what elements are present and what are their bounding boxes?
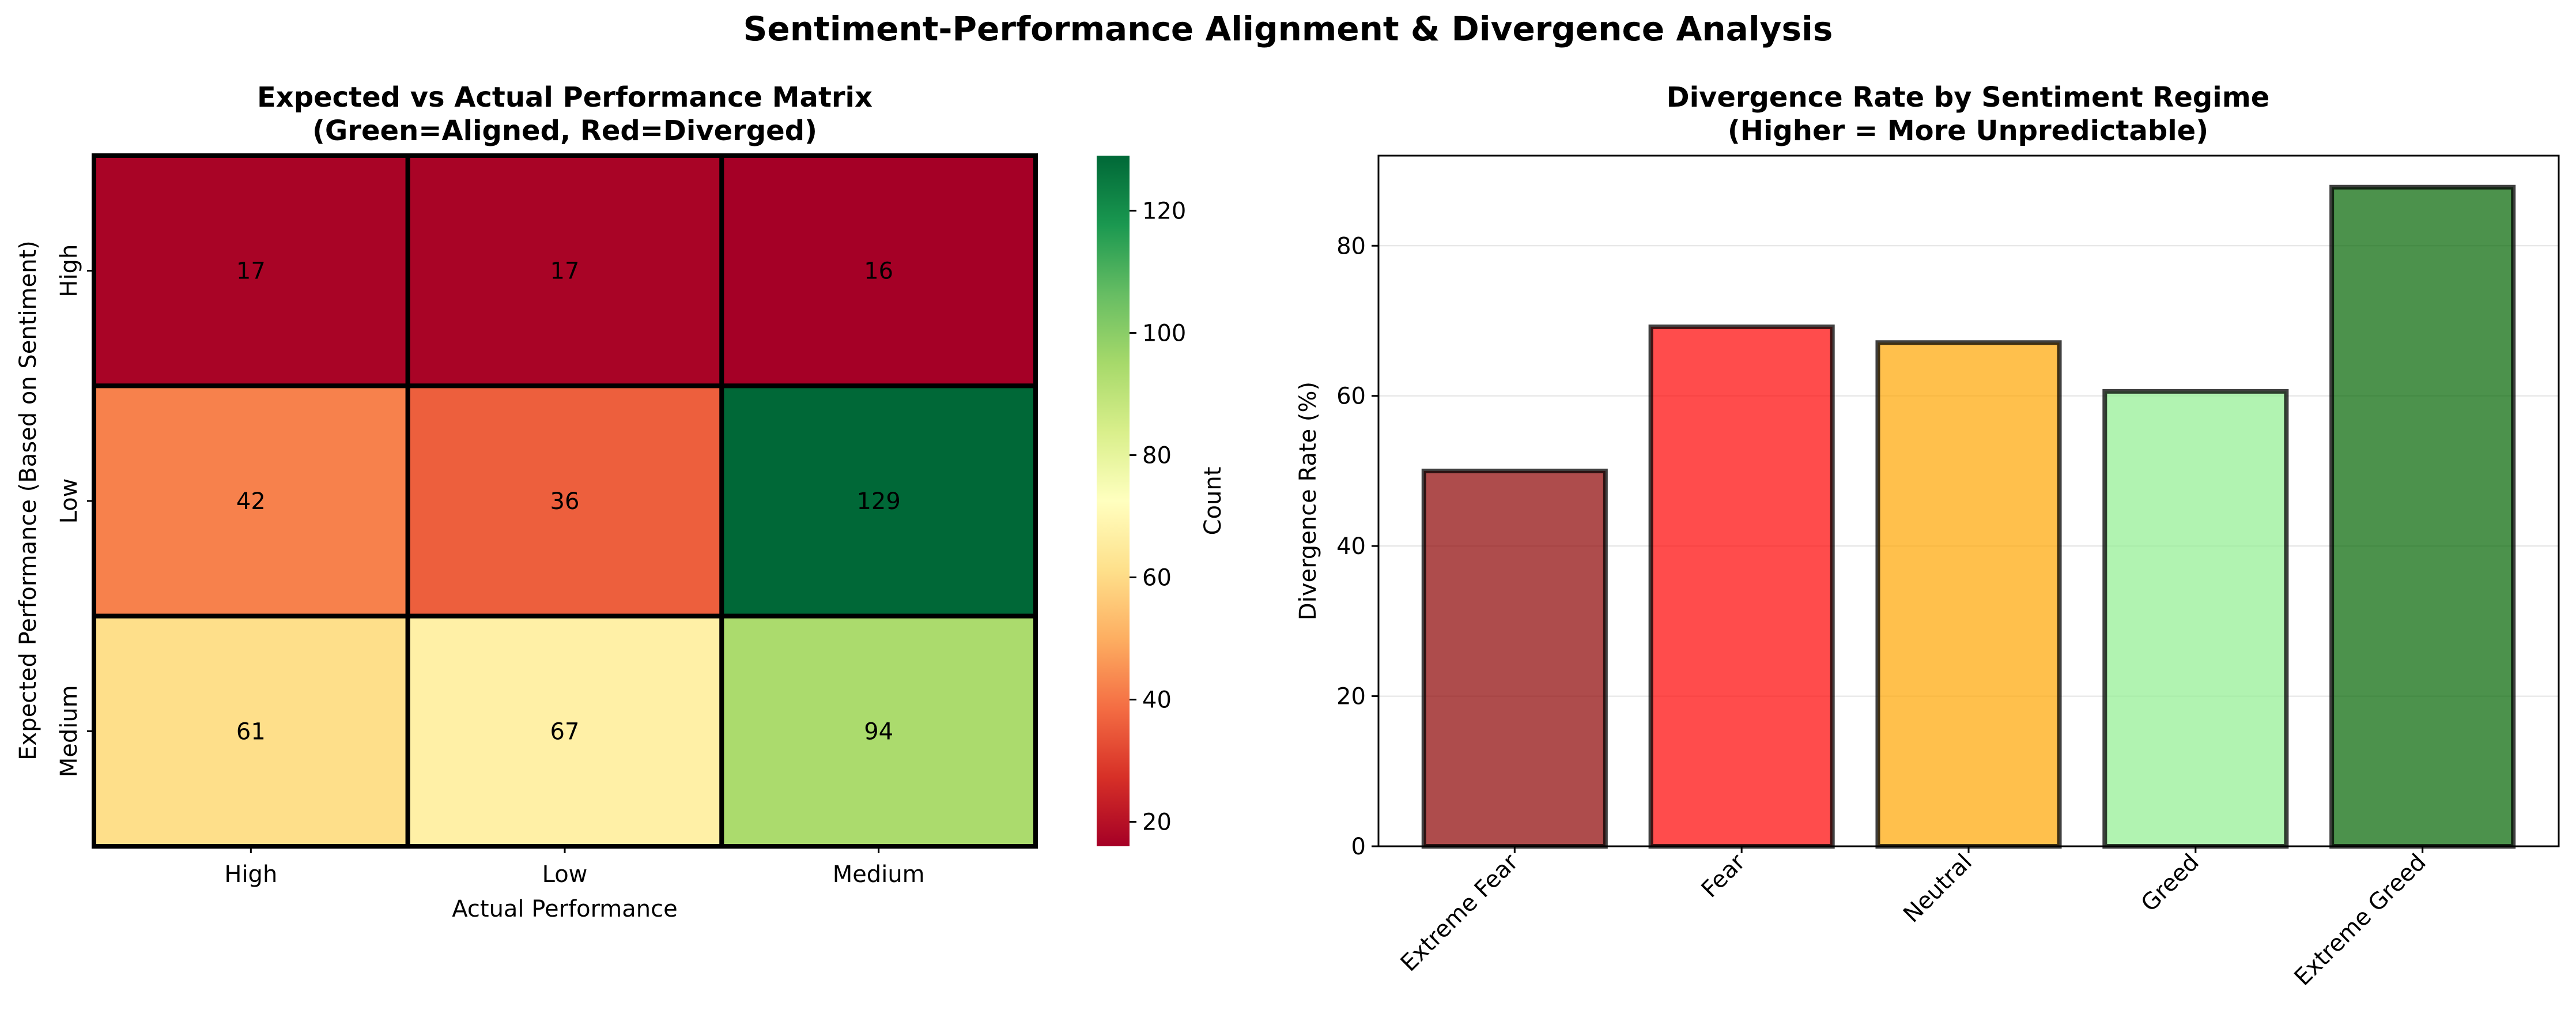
bar	[2102, 389, 2289, 849]
heatmap-cell	[405, 153, 724, 389]
colorbar-gradient	[1097, 156, 1130, 846]
bar-x-tick-label: Fear	[1697, 849, 1751, 903]
colorbar-tick-label: 20	[1142, 809, 1172, 836]
heatmap-y-tick-label: Medium	[56, 685, 82, 777]
colorbar-tick-label: 60	[1142, 565, 1172, 591]
bar-x-tick-label: Extreme Greed	[2290, 849, 2431, 991]
heatmap-cell	[405, 613, 724, 849]
colorbar: 20 40 60 80 100 120 Count	[1097, 156, 1226, 846]
heatmap-x-ticks: High Low Medium	[224, 846, 925, 888]
heatmap-y-tick-label: High	[56, 244, 82, 297]
colorbar-tick-label: 100	[1142, 320, 1186, 346]
bar-y-ticks: 0 20 40 60 80	[1336, 233, 1378, 860]
bar-series	[1421, 184, 2516, 849]
heatmap-cell-label: 94	[864, 718, 893, 745]
bar-y-tick-label: 0	[1351, 834, 1366, 860]
bar-title-line1: Divergence Rate by Sentiment Regime	[1667, 81, 2270, 114]
bar-x-tick-label: Extreme Fear	[1396, 849, 1524, 977]
bar	[1875, 340, 2062, 849]
bar-panel: Divergence Rate by Sentiment Regime (Hig…	[1295, 81, 2560, 991]
heatmap-cell-label: 17	[550, 258, 580, 285]
bar-x-ticks: Extreme Fear Fear Neutral Greed Extreme Gree…	[1396, 846, 2431, 991]
bar-y-tick-label: 80	[1336, 233, 1366, 259]
bar	[1421, 468, 1608, 849]
colorbar-tick-label: 40	[1142, 687, 1172, 714]
heatmap-panel: Expected vs Actual Performance Matrix (G…	[15, 81, 1038, 922]
heatmap-title-line1: Expected vs Actual Performance Matrix	[257, 81, 872, 114]
heatmap-cell-label: 16	[864, 258, 893, 285]
bar	[2329, 184, 2516, 849]
figure-title: Sentiment-Performance Alignment & Diverg…	[743, 9, 1833, 48]
heatmap-cell-label: 67	[550, 718, 580, 745]
colorbar-ticks: 20 40 60 80 100 120	[1130, 198, 1186, 836]
heatmap-x-tick-label: Low	[542, 861, 588, 888]
heatmap-x-axis-label: Actual Performance	[452, 896, 678, 922]
heatmap-cells: 17 17 16 42 36 129 61 67 94	[92, 153, 1038, 849]
heatmap-cell-label: 17	[236, 258, 266, 285]
colorbar-tick-label: 120	[1142, 198, 1186, 224]
bar-x-tick-label: Greed	[2136, 849, 2204, 917]
heatmap-cell	[92, 153, 410, 389]
heatmap-x-tick-label: High	[224, 861, 277, 888]
colorbar-tick-label: 80	[1142, 442, 1172, 469]
heatmap-cell	[719, 383, 1038, 619]
heatmap-x-tick-label: Medium	[833, 861, 925, 888]
bar-y-tick-label: 60	[1336, 383, 1366, 410]
heatmap-cell-label: 36	[550, 488, 580, 515]
bar-y-axis-label: Divergence Rate (%)	[1295, 382, 1321, 620]
bar-y-tick-label: 20	[1336, 684, 1366, 710]
bar-title-line2: (Higher = More Unpredictable)	[1728, 115, 2208, 147]
heatmap-cell-label: 61	[236, 718, 266, 745]
bar-y-tick-label: 40	[1336, 533, 1366, 560]
heatmap-y-tick-label: Low	[56, 478, 82, 524]
heatmap-y-ticks: High Low Medium	[56, 244, 94, 777]
heatmap-cell-label: 42	[236, 488, 266, 515]
heatmap-title-line2: (Green=Aligned, Red=Diverged)	[312, 115, 817, 147]
heatmap-y-axis-label: Expected Performance (Based on Sentiment…	[15, 240, 41, 760]
bar	[1648, 324, 1835, 849]
colorbar-label: Count	[1200, 467, 1226, 536]
bar-x-tick-label: Neutral	[1898, 849, 1977, 928]
heatmap-cell-label: 129	[856, 488, 900, 515]
